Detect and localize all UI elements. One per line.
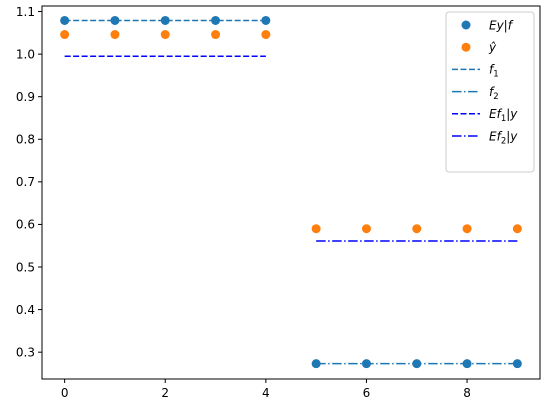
legend-label: Ef1|y <box>489 107 518 124</box>
legend-frame <box>445 11 535 173</box>
data-point-series-1 <box>361 359 371 369</box>
x-axis: 0 2 4 6 8 <box>61 379 471 400</box>
data-point-series-1 <box>60 15 70 25</box>
data-point-series-1 <box>311 359 321 369</box>
data-point-series-2 <box>311 224 321 234</box>
x-tick-label: 6 <box>363 386 371 400</box>
data-point-series-2 <box>462 224 472 234</box>
x-tick-label: 0 <box>61 386 69 400</box>
data-point-series-2 <box>160 30 170 40</box>
data-point-series-2 <box>60 30 70 40</box>
y-tick-label: 0.6 <box>16 218 35 232</box>
data-point-series-2 <box>211 30 221 40</box>
data-point-series-1 <box>160 15 170 25</box>
y-axis: 0.3 0.4 0.5 0.6 0.7 0.8 0.9 1.0 1.1 <box>16 5 42 359</box>
data-point-series-2 <box>412 224 422 234</box>
legend-marker <box>461 20 471 30</box>
y-tick-label: 0.7 <box>16 175 35 189</box>
legend-marker <box>461 42 471 52</box>
data-point-series-2 <box>261 30 271 40</box>
axes-frame <box>41 5 541 380</box>
data-point-series-1 <box>211 15 221 25</box>
legend-label: ŷ <box>488 41 497 55</box>
data-point-series-1 <box>110 15 120 25</box>
data-point-series-2 <box>512 224 522 234</box>
plot-area <box>60 15 522 369</box>
legend-label: Ef2|y <box>489 129 518 146</box>
legend-label: f1 <box>489 63 499 80</box>
data-point-series-1 <box>512 359 522 369</box>
y-tick-label: 0.8 <box>16 133 35 147</box>
x-tick-label: 8 <box>463 386 471 400</box>
y-tick-label: 1.0 <box>16 47 35 61</box>
data-point-series-1 <box>261 15 271 25</box>
legend-label: Ey|f <box>489 18 514 32</box>
x-tick-label: 2 <box>161 386 169 400</box>
data-point-series-1 <box>462 359 472 369</box>
y-tick-label: 0.3 <box>16 345 35 359</box>
y-tick-label: 0.4 <box>16 303 35 317</box>
data-point-series-2 <box>110 30 120 40</box>
legend-label: f2 <box>489 85 499 102</box>
y-tick-label: 0.5 <box>16 260 35 274</box>
y-tick-label: 0.9 <box>16 90 35 104</box>
y-tick-label: 1.1 <box>16 5 35 19</box>
data-point-series-1 <box>412 359 422 369</box>
legend: Ey|f ŷ f1 f2 Ef1|y Ef2|y <box>445 11 535 173</box>
x-tick-label: 4 <box>262 386 270 400</box>
data-point-series-2 <box>361 224 371 234</box>
